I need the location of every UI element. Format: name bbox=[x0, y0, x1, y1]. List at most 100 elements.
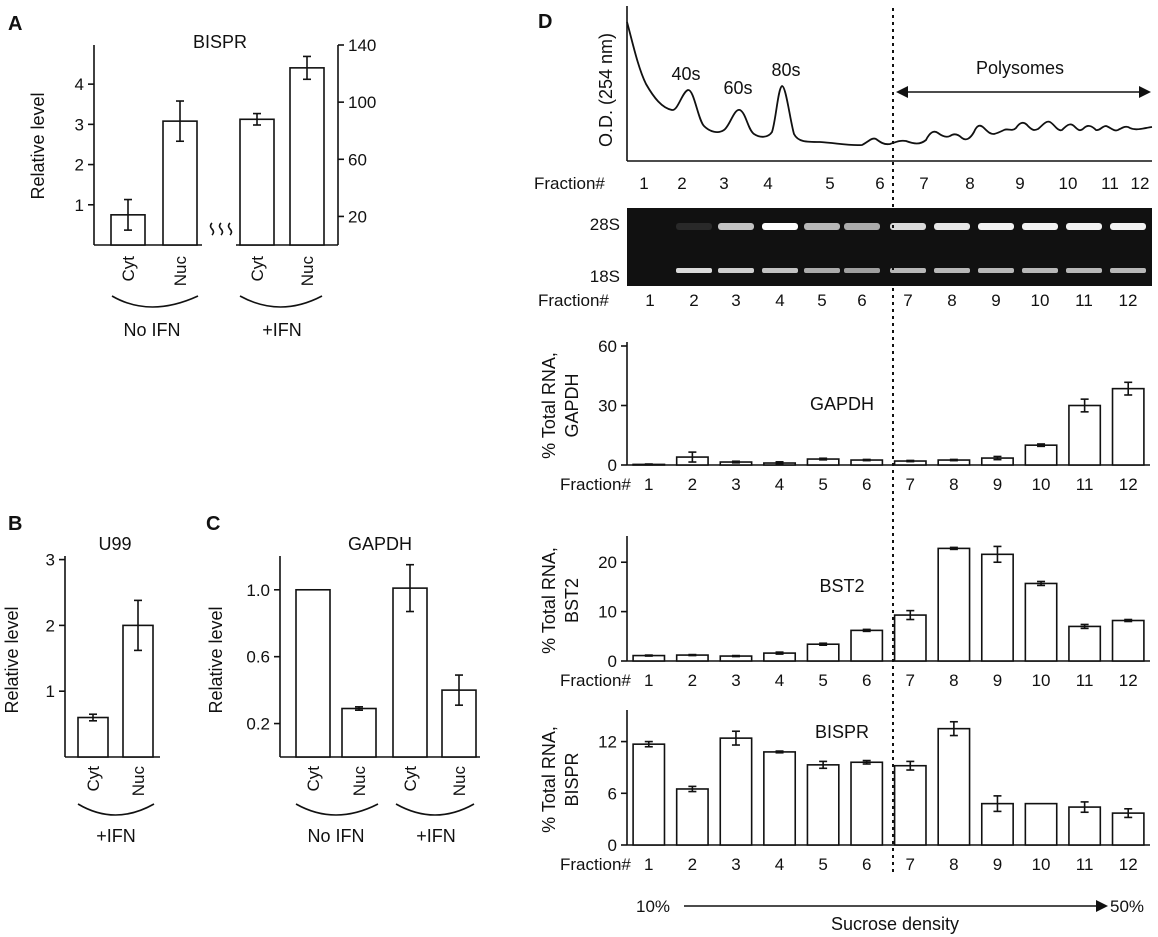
panel-label-a: A bbox=[8, 13, 22, 35]
gel-band-18s-4 bbox=[762, 268, 798, 273]
bispr-bar-10 bbox=[1024, 802, 1058, 846]
bispr-fraction-8: 8 bbox=[949, 855, 958, 874]
bst2-fraction-2: 2 bbox=[688, 671, 697, 690]
panel-c-ylabel: Relative level bbox=[206, 606, 226, 713]
panel-a-right-tick-label-4: 140 bbox=[348, 36, 376, 55]
gel-band-28s-11 bbox=[1066, 223, 1102, 230]
gapdh-fraction-7: 7 bbox=[906, 475, 915, 494]
panel-a-left-tick-label-2: 2 bbox=[75, 156, 84, 175]
gapdh-fraction-4: 4 bbox=[775, 475, 784, 494]
gel-band-28s-4 bbox=[762, 223, 798, 230]
bispr-bar-4 bbox=[763, 751, 797, 846]
bispr-bar-8 bbox=[937, 727, 971, 846]
profile-fraction-2: 2 bbox=[677, 174, 686, 193]
gel-band-28s-10 bbox=[1022, 223, 1058, 230]
panel-label-c: C bbox=[206, 513, 220, 535]
gel-fraction-3: 3 bbox=[731, 291, 740, 310]
gel-band-28s-8 bbox=[934, 223, 970, 230]
profile-fraction-11: 11 bbox=[1101, 174, 1119, 193]
profile-fraction-9: 9 bbox=[1015, 174, 1024, 193]
bst2-bar-8 bbox=[937, 547, 971, 662]
bst2-fraction-10: 10 bbox=[1032, 671, 1051, 690]
bispr-bar-6 bbox=[850, 761, 884, 846]
gel-band-28s-6 bbox=[844, 223, 880, 230]
gapdh-fraction-11: 11 bbox=[1076, 475, 1094, 494]
sucrose-density-scale: 10% 50% Sucrose density bbox=[636, 897, 1144, 934]
panel-c-bar-3 bbox=[392, 587, 428, 758]
gapdh-tick-label-3: 60 bbox=[598, 337, 617, 356]
bispr-fraction-label: Fraction# bbox=[560, 855, 631, 874]
gel-fraction-10: 10 bbox=[1031, 291, 1050, 310]
bispr-fraction-2: 2 bbox=[688, 855, 697, 874]
bispr-tick-label-1: 0 bbox=[608, 836, 617, 855]
bispr-bar-7 bbox=[893, 764, 927, 846]
bst2-fraction-8: 8 bbox=[949, 671, 958, 690]
gel-band-28s-2 bbox=[676, 223, 712, 230]
gapdh-ylabel-line2: GAPDH bbox=[562, 373, 582, 437]
peak-label-80s: 80s bbox=[771, 60, 800, 80]
panel-c-bracket-ifn bbox=[395, 803, 475, 816]
gel-fraction-1: 1 bbox=[645, 291, 654, 310]
panel-b-group-ifn: +IFN bbox=[96, 826, 136, 846]
bst2-bar-11 bbox=[1068, 625, 1102, 662]
profile-fraction-7: 7 bbox=[919, 174, 928, 193]
panel-c-bar-1 bbox=[295, 588, 331, 758]
gel-band-18s-10 bbox=[1022, 268, 1058, 273]
gel-band-18s-3 bbox=[718, 268, 754, 273]
peak-label-60s: 60s bbox=[723, 78, 752, 98]
profile-fraction-1: 1 bbox=[639, 174, 648, 193]
bispr-ylabel-line2: BISPR bbox=[562, 752, 582, 806]
profile-fraction-6: 6 bbox=[875, 174, 884, 193]
gel-band-18s-9 bbox=[978, 268, 1014, 273]
bst2-bar-10 bbox=[1024, 582, 1058, 662]
panel-b-bar-1 bbox=[77, 716, 109, 758]
gapdh-fraction-1: 1 bbox=[644, 475, 653, 494]
panel-a-ylabel: Relative level bbox=[28, 92, 48, 199]
gapdh-ylabel-line1: % Total RNA, bbox=[539, 352, 559, 459]
panel-b-ylabel: Relative level bbox=[2, 606, 22, 713]
panel-a-category-2: Nuc bbox=[171, 256, 190, 287]
gapdh-fraction-10: 10 bbox=[1032, 475, 1051, 494]
bispr-bar-3 bbox=[719, 737, 753, 846]
panel-a-category-1: Cyt bbox=[119, 256, 138, 282]
arrow-left-icon bbox=[896, 86, 908, 98]
panel-b-category-2: Nuc bbox=[129, 766, 148, 797]
panel-b-tick-label-3: 3 bbox=[46, 551, 55, 570]
panel-b-tick-label-2: 2 bbox=[46, 616, 55, 635]
panel-c-tick-label-1: 0.2 bbox=[246, 715, 270, 734]
panel-c-bar-2 bbox=[341, 707, 377, 758]
bst2-fraction-4: 4 bbox=[775, 671, 784, 690]
panel-b-category-1: Cyt bbox=[84, 766, 103, 792]
profile-fraction-3: 3 bbox=[719, 174, 728, 193]
panel-a-right-tick-label-3: 100 bbox=[348, 93, 376, 112]
bispr-title: BISPR bbox=[815, 722, 869, 742]
gel-band-18s-6 bbox=[844, 268, 880, 273]
peak-label-40s: 40s bbox=[671, 64, 700, 84]
gel-band-28s-12 bbox=[1110, 223, 1146, 230]
bst2-bar-5 bbox=[806, 643, 840, 662]
panel-c-bracket-no-ifn bbox=[295, 803, 379, 816]
gapdh-tick-label-1: 0 bbox=[608, 456, 617, 475]
panel-a-category-3: Cyt bbox=[248, 256, 267, 282]
gel-image bbox=[627, 208, 1152, 286]
bispr-ylabel-line1: % Total RNA, bbox=[539, 726, 559, 833]
bst2-fraction-3: 3 bbox=[731, 671, 740, 690]
bst2-bar-12 bbox=[1111, 619, 1145, 662]
bst2-fraction-label: Fraction# bbox=[560, 671, 631, 690]
profile-fraction-10: 10 bbox=[1059, 174, 1078, 193]
profile-fraction-8: 8 bbox=[965, 174, 974, 193]
panel-c-tick-label-2: 0.6 bbox=[246, 648, 270, 667]
panel-c-title: GAPDH bbox=[348, 534, 412, 554]
panel-a-category-4: Nuc bbox=[298, 256, 317, 287]
panel-c-category-4: Nuc bbox=[450, 766, 469, 797]
gapdh-fraction-3: 3 bbox=[731, 475, 740, 494]
bispr-fraction-11: 11 bbox=[1076, 855, 1094, 874]
gel-band-18s-12 bbox=[1110, 268, 1146, 273]
gapdh-bar-10 bbox=[1024, 444, 1058, 466]
panel-label-d: D bbox=[538, 11, 552, 33]
gel-fraction-label: Fraction# bbox=[538, 291, 609, 310]
density-axis-label: Sucrose density bbox=[831, 914, 959, 934]
panel-b-chart: U99 Relative level 1 2 3 Cyt Nuc +IFN bbox=[2, 534, 160, 846]
